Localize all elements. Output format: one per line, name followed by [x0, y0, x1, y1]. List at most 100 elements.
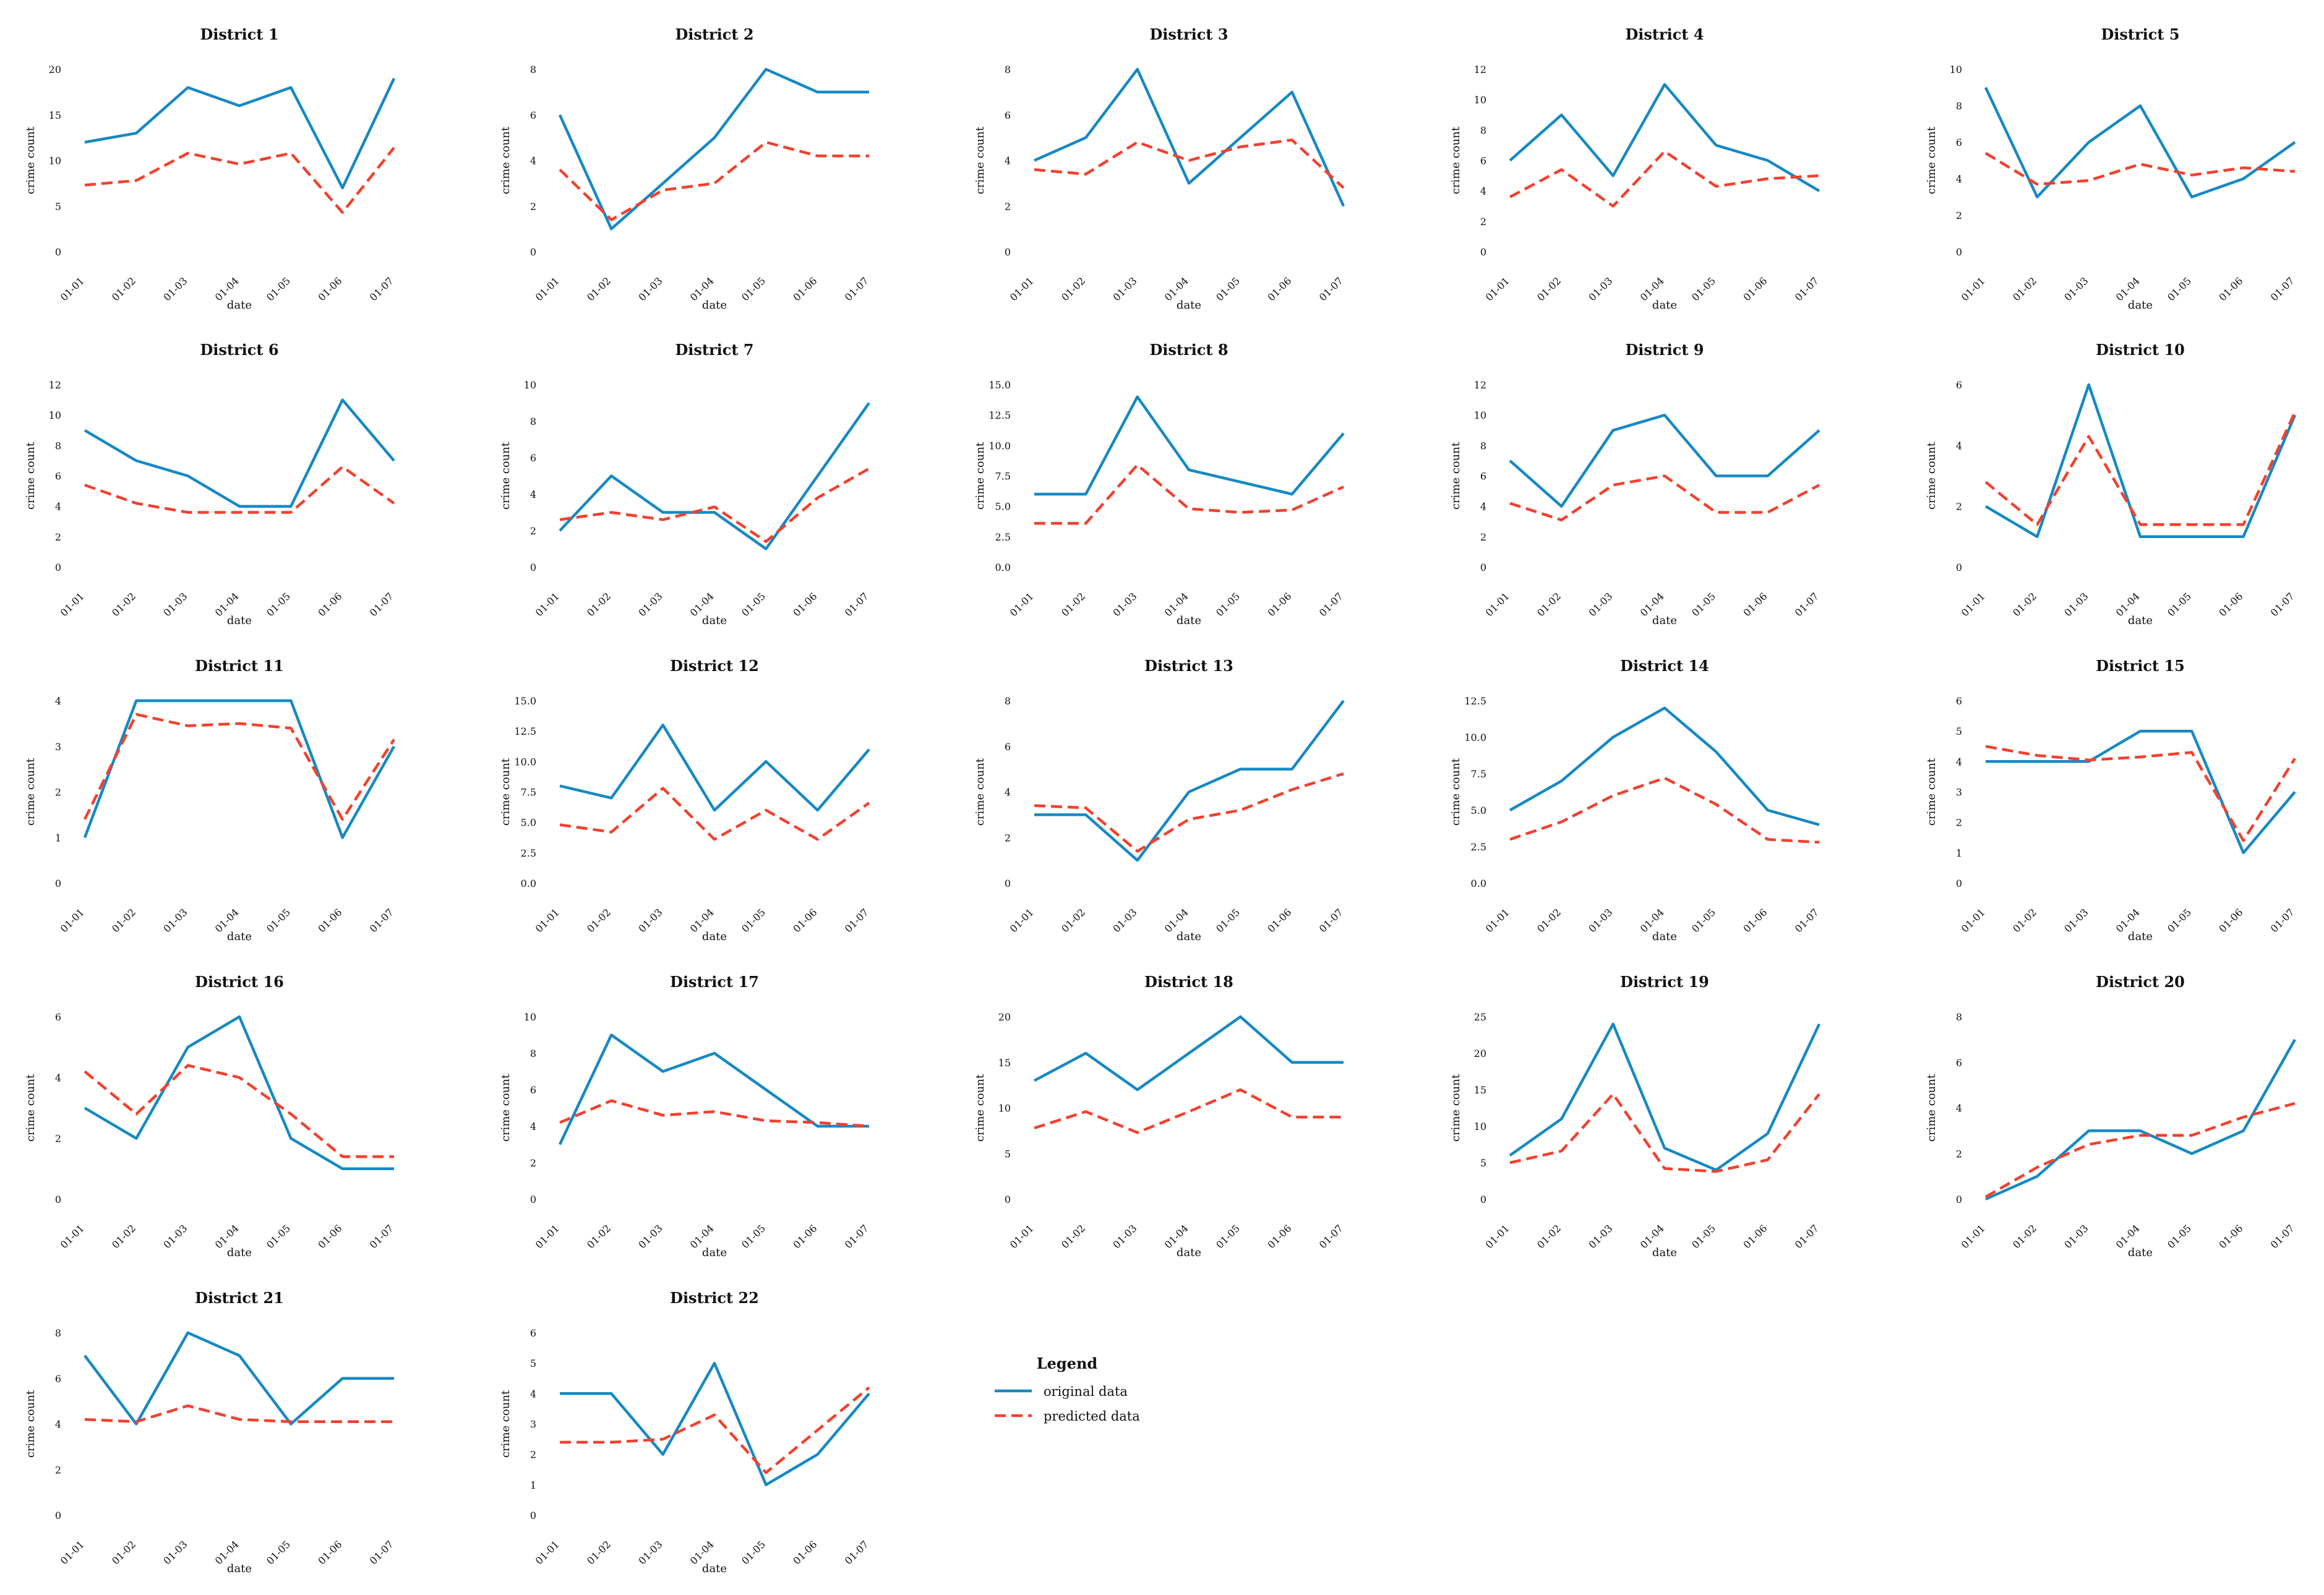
x-tick-label: 01-02 [1535, 906, 1563, 934]
y-tick-label: 12.5 [988, 409, 1011, 421]
y-axis-label: crime count [24, 442, 37, 510]
y-tick-label: 5 [55, 200, 61, 212]
y-tick-label: 10 [1474, 409, 1486, 421]
y-tick-label: 2 [1480, 531, 1486, 543]
y-tick-label: 0 [1480, 1194, 1486, 1205]
panel-district-14: District 14 0.0 2.5 5.0 7.5 10.0 12.5 01-01 01-0… [1449, 657, 1821, 943]
y-tick-label: 6 [530, 1327, 536, 1339]
y-tick-label: 15 [1474, 1084, 1486, 1096]
series-line-original [558, 67, 869, 231]
series-line-predicted [1509, 776, 1820, 844]
x-tick-label: 01-01 [1483, 590, 1512, 618]
y-tick-label: 10 [524, 1011, 536, 1023]
y-tick-label: 2 [55, 1464, 61, 1476]
x-tick-label: 01-06 [791, 1222, 819, 1251]
legend: Legend original data predicted data [995, 1354, 1140, 1424]
x-tick-label: 01-06 [315, 1538, 344, 1567]
y-tick-label: 4 [1005, 787, 1011, 798]
legend-title: Legend [1037, 1354, 1098, 1372]
y-tick-label: 0 [1956, 1194, 1962, 1205]
y-tick-label: 4 [1480, 186, 1486, 197]
y-axis-label: crime count [499, 1390, 512, 1458]
y-tick-label: 10 [998, 1103, 1011, 1114]
x-tick-label: 01-03 [2062, 1222, 2090, 1251]
panel-title: District 6 [200, 341, 278, 359]
y-tick-label: 0 [530, 562, 536, 573]
x-tick-label: 01-01 [58, 1222, 87, 1251]
panel-title: District 9 [1625, 341, 1704, 359]
series-line-original [1984, 383, 2297, 539]
y-tick-label: 12 [1474, 379, 1486, 391]
y-tick-label: 4 [530, 489, 536, 500]
y-tick-label: 0.0 [995, 562, 1011, 573]
y-tick-label: 0 [530, 1510, 536, 1521]
x-axis-label: date [1652, 930, 1677, 943]
y-tick-label: 10 [49, 409, 61, 421]
y-tick-label: 8 [55, 440, 61, 451]
x-axis-label: date [702, 299, 727, 312]
y-tick-label: 2.5 [521, 847, 536, 859]
y-tick-label: 6 [530, 1084, 536, 1096]
y-tick-label: 6 [1956, 1057, 1962, 1069]
x-tick-label: 01-07 [2268, 590, 2297, 618]
y-tick-label: 5.0 [1471, 805, 1486, 816]
x-tick-label: 01-05 [1214, 1222, 1242, 1251]
y-tick-label: 6 [55, 1373, 61, 1385]
x-tick-label: 01-07 [843, 590, 871, 618]
x-axis-label: date [2128, 614, 2153, 627]
x-tick-label: 01-01 [58, 1538, 87, 1567]
y-tick-label: 6 [1956, 137, 1962, 148]
y-axis-label: crime count [1925, 126, 1938, 194]
series-line-predicted [83, 712, 395, 821]
series-line-original [560, 1361, 870, 1487]
series-line-predicted [559, 787, 870, 841]
y-tick-label: 5 [1956, 725, 1962, 737]
x-tick-label: 01-05 [1214, 275, 1242, 303]
y-tick-label: 4 [1956, 440, 1962, 451]
panel-title: District 15 [2096, 657, 2185, 675]
y-tick-label: 6 [530, 109, 536, 121]
y-tick-label: 0 [1480, 246, 1486, 258]
x-tick-label: 01-02 [1059, 590, 1087, 618]
y-tick-label: 10 [524, 379, 536, 391]
x-tick-label: 01-01 [1008, 590, 1036, 618]
y-tick-label: 1 [530, 1479, 536, 1491]
series-line-predicted [1509, 150, 1820, 208]
y-tick-label: 2 [530, 1157, 536, 1169]
x-tick-label: 01-03 [1586, 906, 1614, 934]
x-tick-label: 01-02 [109, 1222, 138, 1251]
series-line-original [1509, 706, 1820, 826]
x-tick-label: 01-07 [2268, 1222, 2297, 1251]
y-tick-label: 10 [49, 155, 61, 167]
x-axis-label: date [1177, 930, 1201, 943]
x-tick-label: 01-05 [1214, 906, 1242, 934]
series-line-original [1509, 413, 1820, 508]
y-tick-label: 1 [1956, 847, 1962, 859]
x-tick-label: 01-02 [585, 590, 613, 618]
series-line-original [1033, 1015, 1344, 1092]
x-tick-label: 01-06 [315, 275, 344, 303]
x-axis-label: date [1177, 1246, 1201, 1259]
legend-label-predicted: predicted data [1044, 1409, 1140, 1424]
x-tick-label: 01-06 [2216, 590, 2245, 618]
y-axis-label: crime count [499, 442, 512, 510]
x-tick-label: 01-02 [585, 906, 613, 934]
x-tick-label: 01-03 [636, 1222, 664, 1251]
x-axis-label: date [1177, 299, 1201, 312]
x-axis-label: date [2128, 930, 2153, 943]
x-tick-label: 01-03 [1586, 1222, 1614, 1251]
y-tick-label: 4 [55, 501, 61, 513]
x-tick-label: 01-06 [791, 1538, 819, 1567]
y-axis-label: crime count [974, 442, 987, 510]
y-tick-label: 6 [530, 452, 536, 464]
x-axis-label: date [702, 1562, 727, 1575]
y-axis-label: crime count [1449, 758, 1462, 826]
panel-title: District 12 [670, 657, 759, 675]
x-tick-label: 01-07 [843, 1222, 871, 1251]
x-axis-label: date [1652, 299, 1677, 312]
series-line-original [1985, 1038, 2296, 1201]
